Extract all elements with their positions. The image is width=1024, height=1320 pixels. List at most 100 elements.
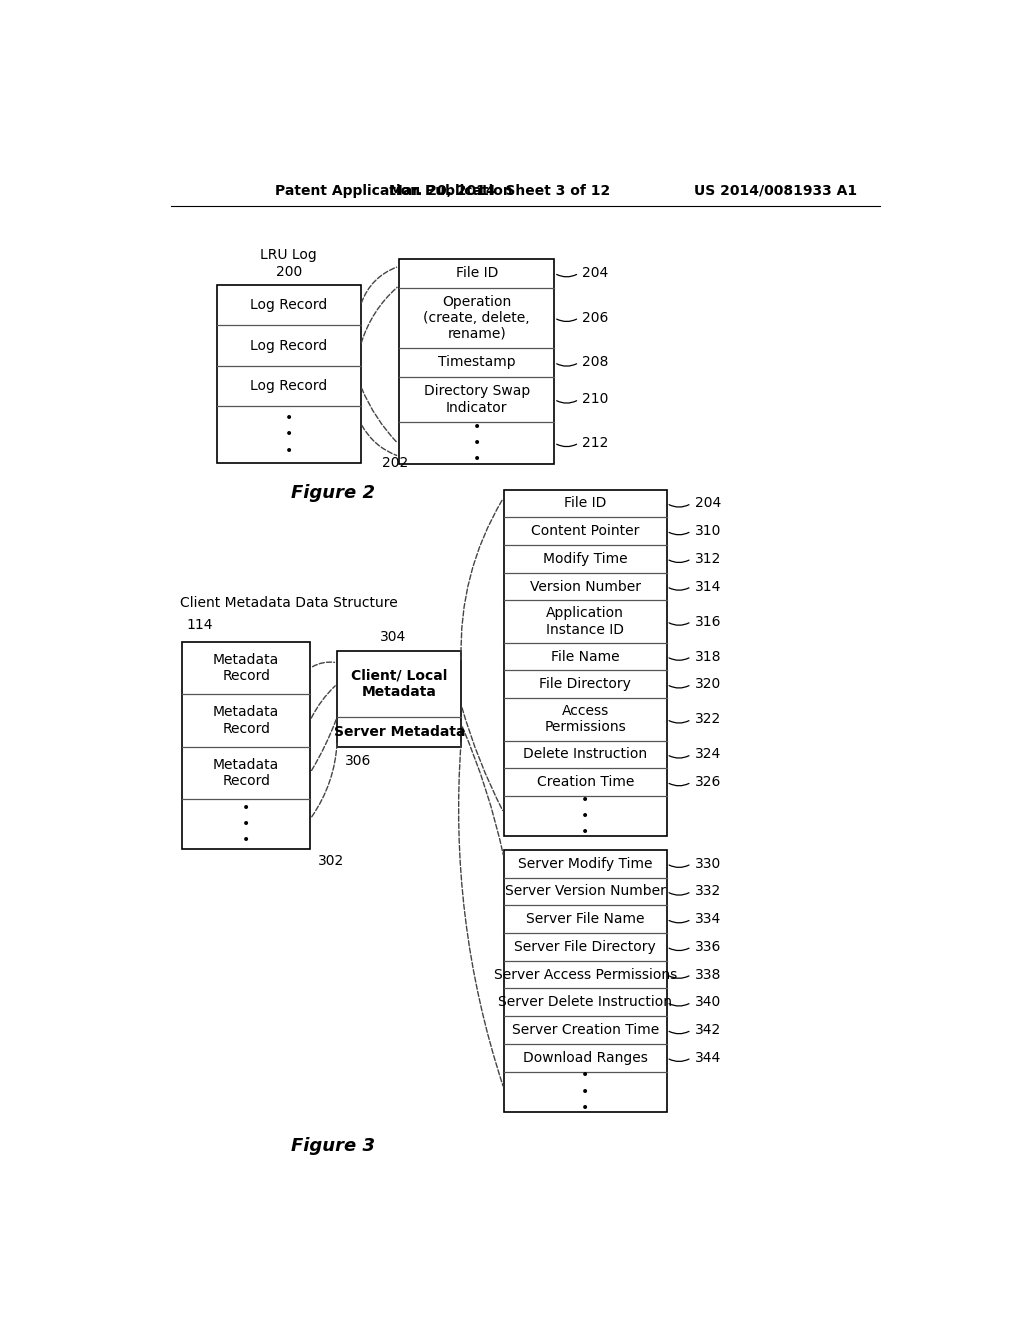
Text: 306: 306	[345, 754, 372, 768]
Text: Delete Instruction: Delete Instruction	[523, 747, 647, 762]
Text: 330: 330	[694, 857, 721, 871]
FancyArrowPatch shape	[463, 727, 503, 855]
Text: Figure 2: Figure 2	[292, 483, 376, 502]
FancyArrowPatch shape	[557, 401, 577, 403]
Text: 340: 340	[694, 995, 721, 1010]
Text: •
•
•: • • •	[473, 420, 481, 466]
Bar	[399, 259, 554, 465]
Text: 318: 318	[694, 649, 721, 664]
Text: Operation
(create, delete,
rename): Operation (create, delete, rename)	[424, 294, 530, 341]
Text: 322: 322	[694, 713, 721, 726]
Text: File ID: File ID	[564, 496, 606, 511]
Text: 326: 326	[694, 775, 721, 789]
Text: Creation Time: Creation Time	[537, 775, 634, 789]
Text: 210: 210	[583, 392, 608, 407]
Bar	[337, 651, 461, 747]
Text: 206: 206	[583, 310, 608, 325]
FancyArrowPatch shape	[311, 743, 337, 817]
Text: Modify Time: Modify Time	[543, 552, 628, 566]
Text: Figure 3: Figure 3	[292, 1138, 376, 1155]
Text: Server Modify Time: Server Modify Time	[518, 857, 652, 871]
Text: Client Metadata Data Structure: Client Metadata Data Structure	[180, 597, 397, 610]
FancyArrowPatch shape	[361, 288, 397, 343]
Text: 304: 304	[380, 631, 407, 644]
Text: Patent Application Publication: Patent Application Publication	[275, 183, 513, 198]
Text: 200: 200	[275, 264, 302, 279]
Text: Log Record: Log Record	[250, 298, 328, 313]
Text: 202: 202	[382, 457, 409, 470]
Text: LRU Log: LRU Log	[260, 248, 317, 261]
Text: Server File Directory: Server File Directory	[514, 940, 656, 954]
Text: •
•
•: • • •	[285, 412, 293, 458]
FancyArrowPatch shape	[669, 892, 689, 895]
Text: 208: 208	[583, 355, 608, 370]
FancyArrowPatch shape	[669, 865, 689, 867]
Text: Metadata
Record: Metadata Record	[213, 705, 280, 735]
Text: US 2014/0081933 A1: US 2014/0081933 A1	[693, 183, 857, 198]
Text: 344: 344	[694, 1051, 721, 1065]
FancyArrowPatch shape	[669, 948, 689, 950]
Text: 334: 334	[694, 912, 721, 927]
Text: •
•
•: • • •	[582, 793, 590, 840]
Text: 302: 302	[317, 854, 344, 867]
FancyArrowPatch shape	[669, 1059, 689, 1061]
Text: Directory Swap
Indicator: Directory Swap Indicator	[424, 384, 529, 414]
Text: Server Metadata: Server Metadata	[334, 725, 465, 739]
FancyArrowPatch shape	[669, 920, 689, 923]
Text: 336: 336	[694, 940, 721, 954]
Text: Content Pointer: Content Pointer	[531, 524, 639, 539]
Text: 324: 324	[694, 747, 721, 762]
Text: 204: 204	[694, 496, 721, 511]
Text: Server File Name: Server File Name	[526, 912, 644, 927]
Text: Timestamp: Timestamp	[438, 355, 515, 370]
FancyArrowPatch shape	[669, 657, 689, 660]
Text: 312: 312	[694, 552, 721, 566]
Text: Mar. 20, 2014  Sheet 3 of 12: Mar. 20, 2014 Sheet 3 of 12	[389, 183, 610, 198]
Text: 342: 342	[694, 1023, 721, 1038]
Text: Server Delete Instruction: Server Delete Instruction	[499, 995, 672, 1010]
Text: •
•
•: • • •	[242, 801, 250, 847]
Text: •
•
•: • • •	[582, 1068, 590, 1115]
Text: File ID: File ID	[456, 267, 498, 280]
Bar	[217, 285, 360, 463]
Text: Server Access Permissions: Server Access Permissions	[494, 968, 677, 982]
Text: Version Number: Version Number	[529, 579, 641, 594]
Text: 338: 338	[694, 968, 721, 982]
FancyArrowPatch shape	[462, 708, 503, 810]
FancyArrowPatch shape	[312, 663, 335, 667]
FancyArrowPatch shape	[557, 445, 577, 446]
Text: Download Ranges: Download Ranges	[523, 1051, 648, 1065]
Bar	[504, 490, 667, 836]
Text: Server Creation Time: Server Creation Time	[512, 1023, 658, 1038]
Text: Application
Instance ID: Application Instance ID	[546, 606, 625, 636]
Bar	[182, 642, 310, 849]
FancyArrowPatch shape	[311, 719, 336, 771]
Text: 320: 320	[694, 677, 721, 692]
FancyArrowPatch shape	[459, 743, 503, 1086]
FancyArrowPatch shape	[669, 756, 689, 758]
FancyArrowPatch shape	[557, 275, 577, 277]
FancyArrowPatch shape	[361, 267, 396, 302]
Text: 332: 332	[694, 884, 721, 899]
Bar	[504, 850, 667, 1111]
Text: Log Record: Log Record	[250, 338, 328, 352]
Text: 316: 316	[694, 615, 721, 628]
FancyArrowPatch shape	[669, 532, 689, 535]
Text: 310: 310	[694, 524, 721, 539]
Text: Client/ Local
Metadata: Client/ Local Metadata	[351, 669, 447, 700]
Text: File Name: File Name	[551, 649, 620, 664]
Text: 314: 314	[694, 579, 721, 594]
FancyArrowPatch shape	[311, 686, 335, 718]
Text: Access
Permissions: Access Permissions	[545, 705, 626, 734]
FancyArrowPatch shape	[557, 364, 577, 366]
FancyArrowPatch shape	[669, 623, 689, 626]
FancyArrowPatch shape	[461, 499, 503, 660]
FancyArrowPatch shape	[361, 425, 396, 455]
FancyArrowPatch shape	[669, 587, 689, 590]
Text: 212: 212	[583, 436, 608, 450]
FancyArrowPatch shape	[669, 784, 689, 785]
Text: Server Version Number: Server Version Number	[505, 884, 666, 899]
FancyArrowPatch shape	[669, 504, 689, 507]
FancyArrowPatch shape	[669, 721, 689, 723]
Text: Metadata
Record: Metadata Record	[213, 653, 280, 684]
